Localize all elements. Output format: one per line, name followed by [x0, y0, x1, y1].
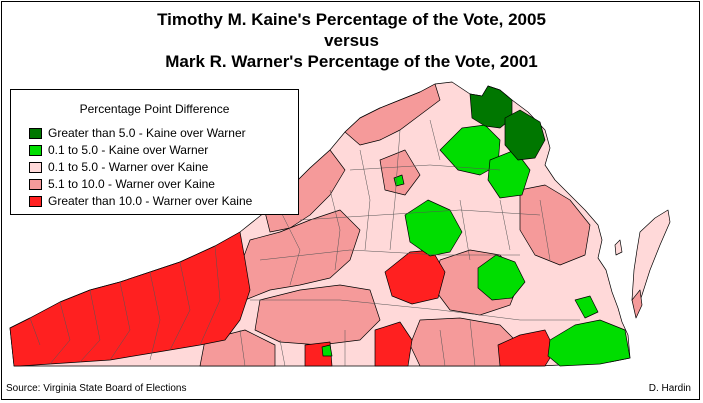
author-credit: D. Hardin [648, 383, 691, 394]
title-line-2: versus [324, 31, 379, 50]
legend-swatch [29, 178, 42, 190]
region-red-southside-1 [374, 321, 413, 367]
region-medium-pink-9 [379, 149, 421, 196]
legend-item-kaine-0-5: 0.1 to 5.0 - Kaine over Warner [29, 143, 208, 157]
region-darkgreen-north-2 [504, 109, 546, 161]
legend-title: Percentage Point Difference [79, 102, 230, 116]
source-credit: Source: Virginia State Board of Election… [6, 383, 187, 394]
legend-label: 5.1 to 10.0 - Warner over Kaine [48, 177, 215, 191]
region-eastern-shore-south [631, 289, 643, 319]
legend-label: Greater than 10.0 - Warner over Kaine [48, 194, 253, 208]
region-medium-pink-1 [344, 83, 441, 146]
region-green-small-2 [321, 344, 333, 357]
region-eastern-shore [631, 209, 671, 313]
region-medium-pink-7 [519, 184, 591, 266]
title-line-3: Mark R. Warner's Percentage of the Vote,… [165, 52, 538, 71]
region-green-central [404, 199, 463, 257]
region-green-hampton [547, 319, 631, 367]
legend: Percentage Point Difference Greater than… [10, 89, 299, 215]
region-darkgreen-north-1 [469, 85, 513, 129]
region-green-north-1 [439, 124, 501, 176]
region-red-southwest [9, 231, 251, 367]
legend-item-warner-over-10: Greater than 10.0 - Warner over Kaine [29, 194, 252, 208]
legend-item-kaine-over-5: Greater than 5.0 - Kaine over Warner [29, 126, 246, 140]
legend-label: 0.1 to 5.0 - Warner over Kaine [48, 160, 209, 174]
legend-item-warner-0-5: 0.1 to 5.0 - Warner over Kaine [29, 160, 208, 174]
legend-label: 0.1 to 5.0 - Kaine over Warner [48, 143, 209, 157]
legend-swatch [29, 161, 42, 173]
legend-item-warner-5-10: 5.1 to 10.0 - Warner over Kaine [29, 177, 215, 191]
legend-label: Greater than 5.0 - Kaine over Warner [48, 126, 246, 140]
region-green-richmond [477, 254, 526, 301]
legend-swatch [29, 144, 42, 156]
title-line-1: Timothy M. Kaine's Percentage of the Vot… [157, 10, 546, 29]
region-red-central [384, 249, 446, 305]
region-green-peninsula [574, 295, 599, 319]
legend-swatch [29, 195, 42, 207]
legend-swatch [29, 127, 42, 139]
region-bay-island [614, 239, 623, 256]
map-title: Timothy M. Kaine's Percentage of the Vot… [0, 9, 703, 72]
